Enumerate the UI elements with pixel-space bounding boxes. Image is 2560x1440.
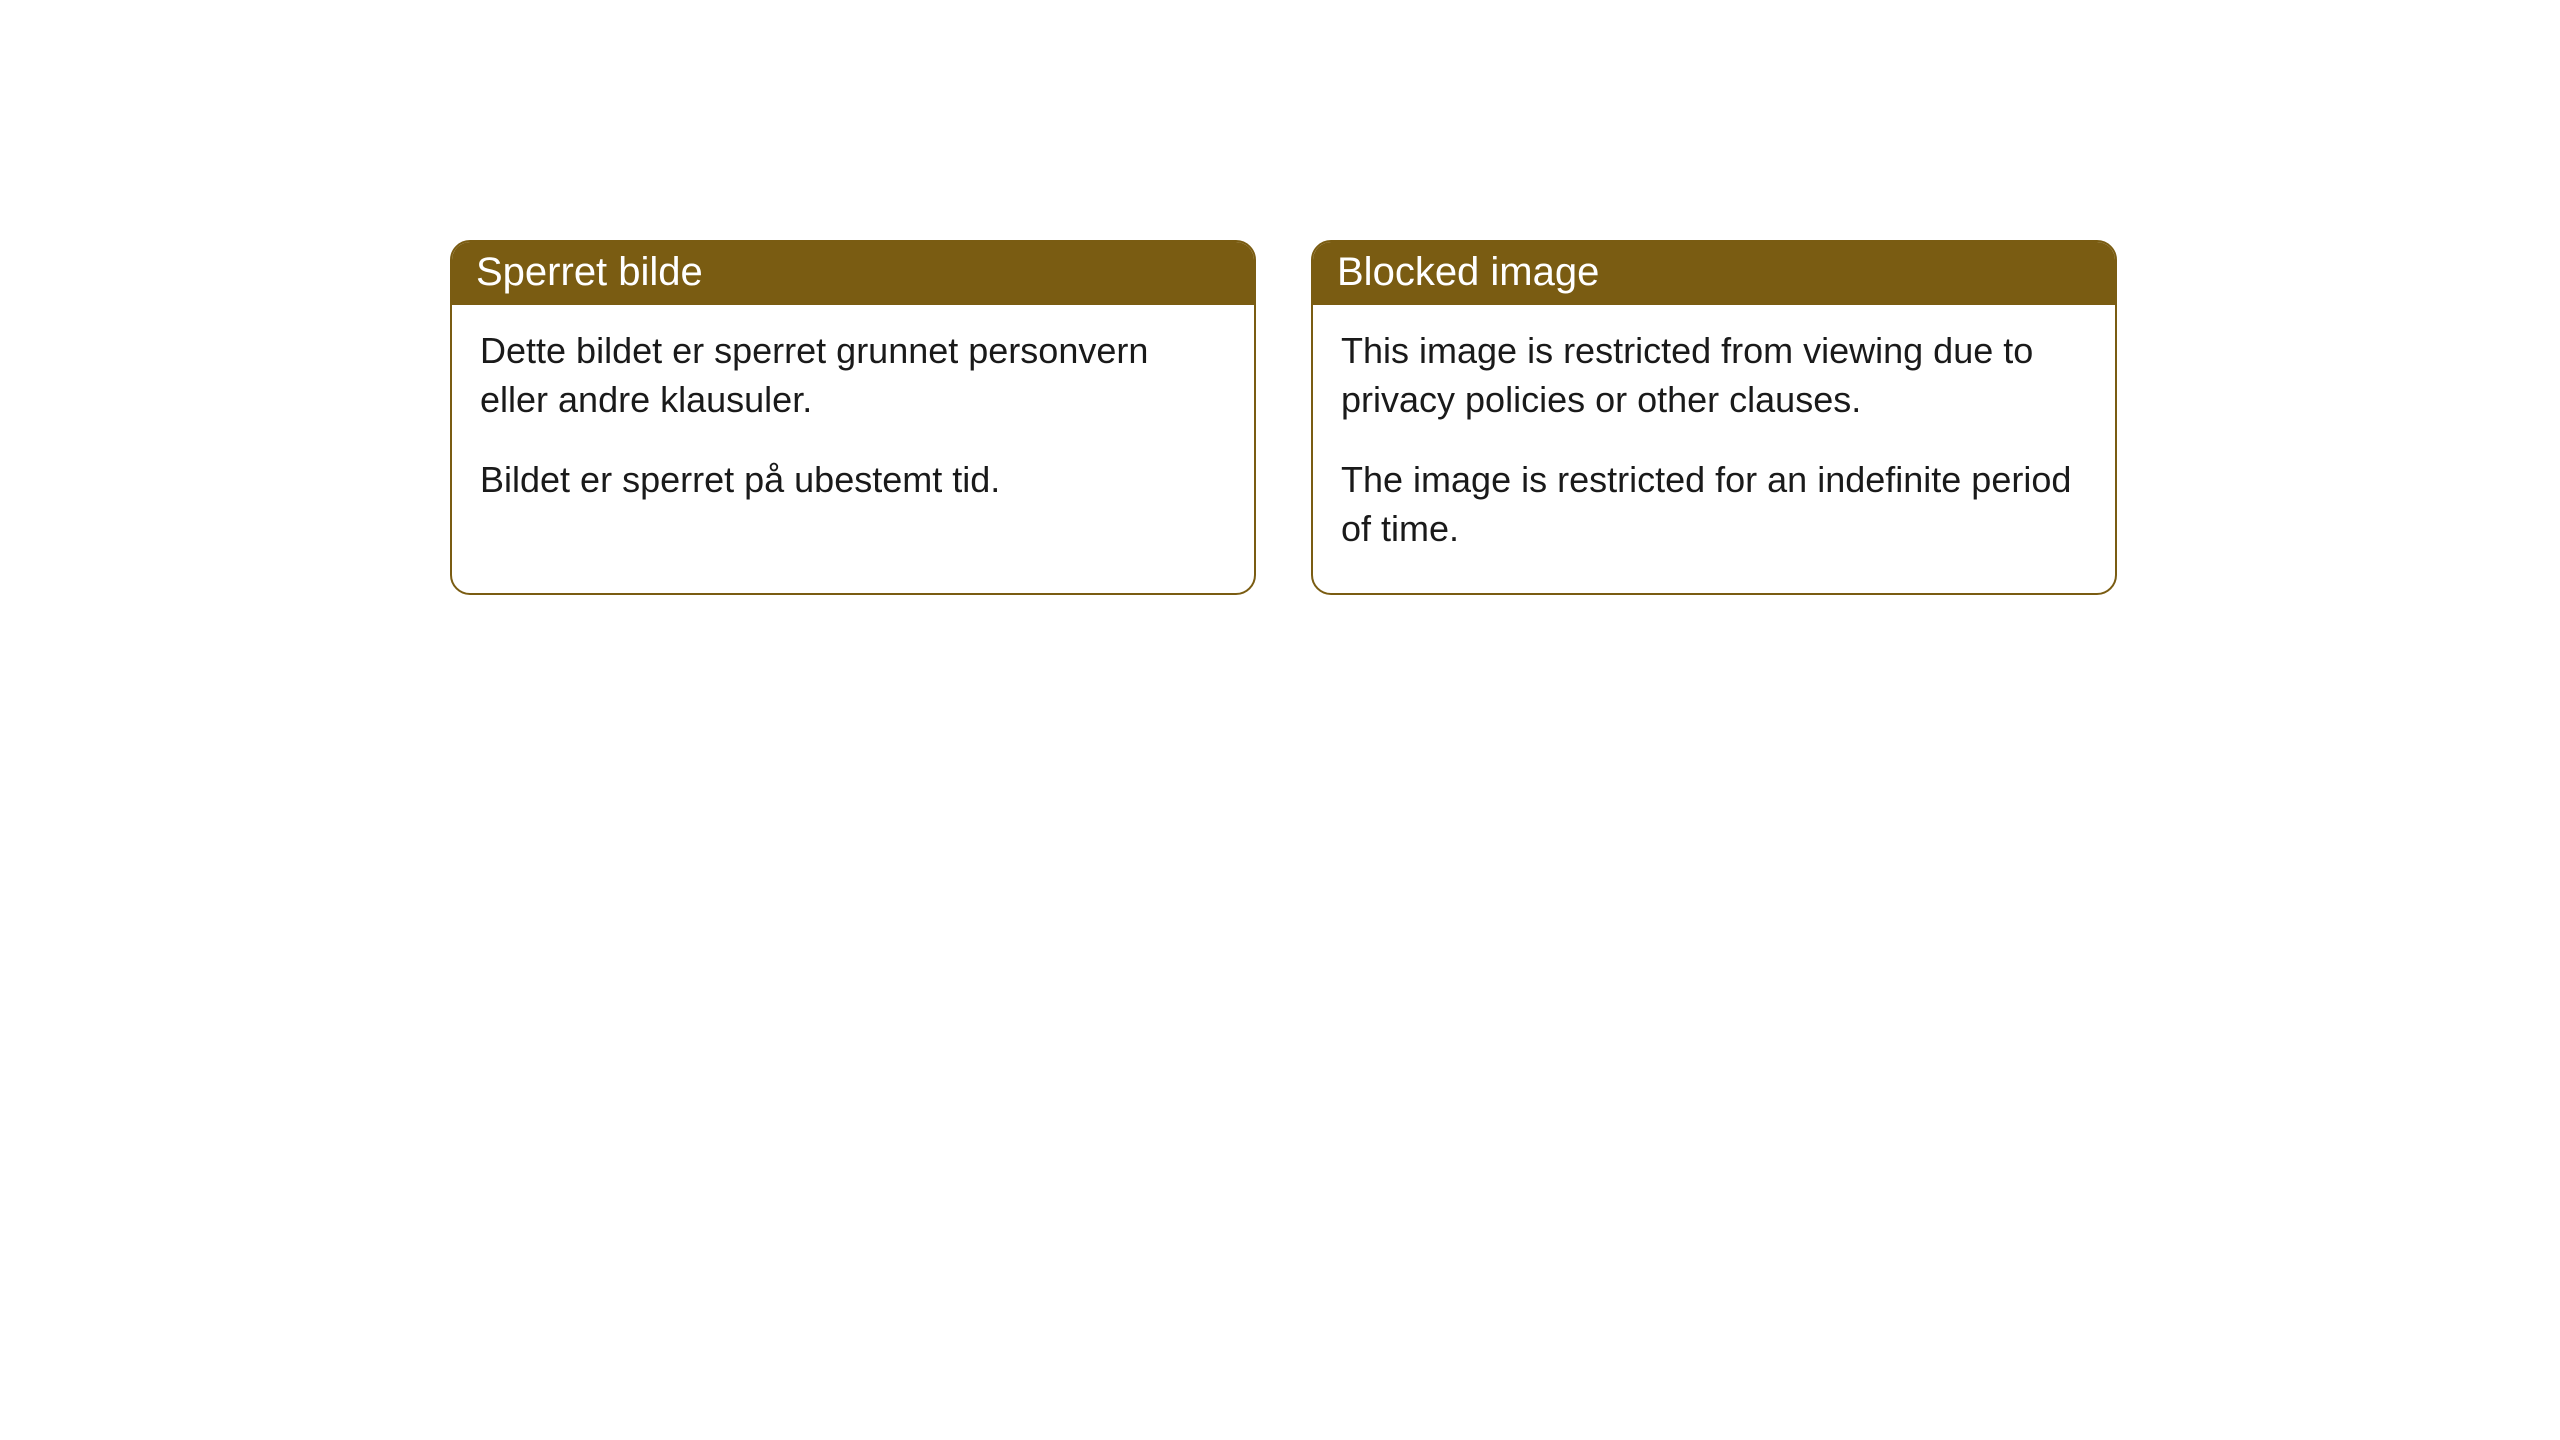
card-body-en: This image is restricted from viewing du… — [1313, 305, 2115, 593]
card-paragraph: This image is restricted from viewing du… — [1341, 327, 2087, 424]
card-header-no: Sperret bilde — [452, 242, 1254, 305]
card-paragraph: The image is restricted for an indefinit… — [1341, 456, 2087, 553]
card-paragraph: Dette bildet er sperret grunnet personve… — [480, 327, 1226, 424]
blocked-image-card-no: Sperret bilde Dette bildet er sperret gr… — [450, 240, 1256, 595]
card-header-en: Blocked image — [1313, 242, 2115, 305]
card-body-no: Dette bildet er sperret grunnet personve… — [452, 305, 1254, 545]
blocked-image-notice-container: Sperret bilde Dette bildet er sperret gr… — [450, 240, 2117, 595]
blocked-image-card-en: Blocked image This image is restricted f… — [1311, 240, 2117, 595]
card-paragraph: Bildet er sperret på ubestemt tid. — [480, 456, 1226, 505]
